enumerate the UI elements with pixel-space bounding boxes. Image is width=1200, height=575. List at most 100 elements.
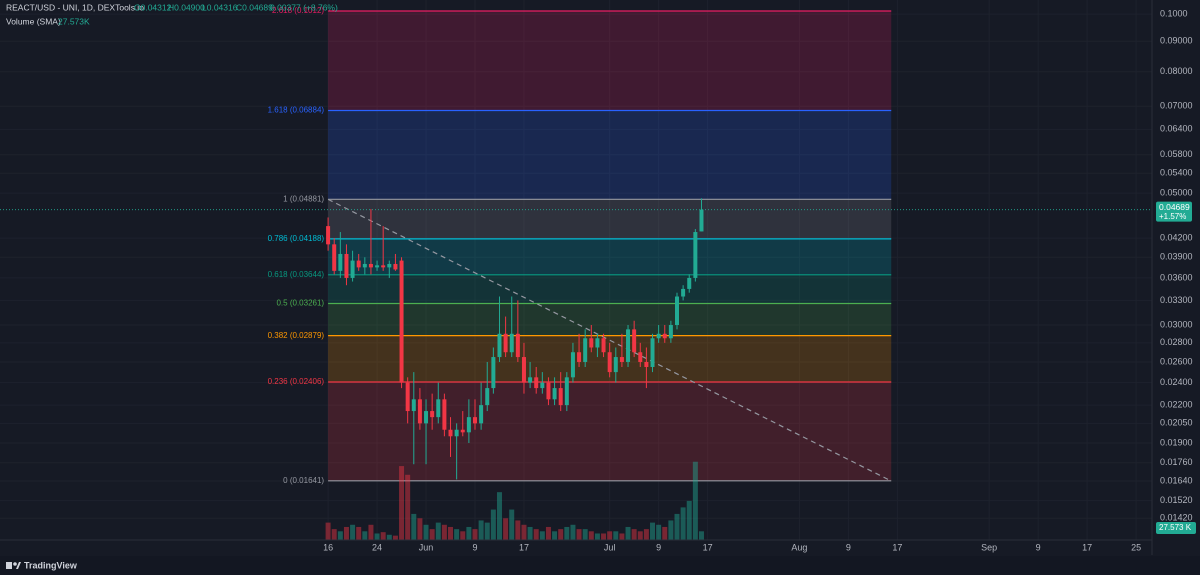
candle-body — [528, 377, 533, 383]
volume-bar — [362, 531, 368, 540]
y-tick-label: 0.01640 — [1160, 475, 1193, 485]
symbol-title: REACT/USD - UNI, 1D, DEXTools.io — [6, 2, 144, 12]
volume-bar — [686, 500, 692, 540]
candle-body — [430, 411, 435, 418]
last-price-label: 0.04689 — [1159, 202, 1190, 212]
y-tick-label: 0.08000 — [1160, 66, 1193, 76]
x-tick-label: 25 — [1131, 542, 1141, 552]
x-tick-label: 17 — [519, 542, 529, 552]
fib-band — [328, 303, 892, 336]
volume-bar — [570, 524, 576, 540]
y-tick-label: 0.03600 — [1160, 272, 1193, 282]
x-tick-label: 17 — [703, 542, 713, 552]
y-tick-label: 0.02050 — [1160, 418, 1193, 428]
brand: TradingView — [24, 560, 78, 570]
volume-badge-label: 27.573 K — [1159, 523, 1192, 532]
candle-body — [338, 253, 343, 271]
volume-bar — [698, 531, 704, 540]
volume-bar — [674, 513, 680, 540]
volume-bar — [668, 520, 674, 540]
volume-bar — [472, 529, 478, 540]
fib-level-label: 0.382 (0.02879) — [268, 331, 325, 340]
candle-body — [534, 377, 539, 389]
fib-level-label: 2.618 (0.1012) — [272, 6, 324, 15]
y-tick-label: 0.03000 — [1160, 319, 1193, 329]
volume-bar — [429, 529, 435, 540]
y-tick-label: 0.06400 — [1160, 124, 1193, 134]
volume-bar — [692, 461, 698, 540]
volume-bar — [454, 529, 460, 540]
candle-body — [552, 388, 557, 400]
candle-body — [638, 352, 643, 362]
candle-body — [687, 277, 692, 289]
volume-bar — [539, 531, 545, 540]
candle-body — [442, 399, 447, 430]
y-tick-label: 0.05400 — [1160, 168, 1193, 178]
volume-bar — [521, 524, 527, 540]
x-tick-label: 24 — [372, 542, 382, 552]
fib-level-label: 1.618 (0.06884) — [268, 106, 325, 115]
candle-body — [577, 352, 582, 362]
x-tick-label: Sep — [981, 542, 997, 552]
candle-body — [350, 260, 355, 278]
candle-body — [644, 361, 649, 367]
volume-bar — [350, 524, 356, 540]
candle-body — [497, 333, 502, 358]
volume-bar — [594, 533, 600, 540]
grid-layer — [0, 0, 1152, 540]
x-tick-label: 17 — [892, 542, 902, 552]
y-tick-label: 0.02200 — [1160, 399, 1193, 409]
fib-level-label: 0.618 (0.03644) — [268, 270, 325, 279]
candle-body — [570, 352, 575, 378]
x-tick-label: 9 — [472, 542, 477, 552]
x-tick-label: Aug — [791, 542, 807, 552]
volume-bar — [503, 518, 509, 540]
candle-body — [693, 232, 698, 278]
candle-body — [405, 382, 410, 412]
y-tick-label: 0.05000 — [1160, 187, 1193, 197]
volume-bar — [392, 535, 398, 540]
x-tick-label: 16 — [323, 542, 333, 552]
volume-bar — [374, 533, 380, 540]
volume-bar — [650, 522, 656, 540]
volume-bar — [423, 524, 429, 540]
volume-bar — [533, 529, 539, 540]
x-tick-label: 9 — [1036, 542, 1041, 552]
candle-body — [417, 399, 422, 424]
fib-level-label: 0 (0.01641) — [283, 476, 324, 485]
candle-body — [424, 411, 429, 424]
logo-part — [16, 562, 21, 569]
candle-layer — [326, 198, 704, 480]
footer-bar — [0, 556, 1200, 575]
volume-bar — [509, 509, 515, 540]
volume-bar — [448, 526, 454, 540]
volume-bar — [643, 529, 649, 540]
volume-bar — [399, 466, 405, 540]
volume-bar — [552, 531, 558, 540]
volume-bar — [386, 534, 392, 540]
candle-body — [607, 352, 612, 373]
candle-body — [540, 382, 545, 389]
last-change-label: +1.57% — [1159, 212, 1186, 221]
candle-body — [613, 357, 618, 373]
x-tick-label: Jul — [604, 542, 616, 552]
volume-bar — [619, 533, 625, 540]
y-tick-label: 0.02400 — [1160, 377, 1193, 387]
volume-bar — [545, 526, 551, 540]
volume-bar — [405, 474, 411, 540]
candle-body — [399, 260, 404, 383]
x-tick-label: 9 — [656, 542, 661, 552]
candle-body — [668, 325, 673, 339]
fib-band — [328, 110, 892, 200]
candle-body — [626, 329, 631, 362]
volume-bar — [625, 526, 631, 540]
volume-bar — [478, 520, 484, 540]
candle-body — [466, 417, 471, 433]
volume-bar — [356, 526, 362, 540]
y-tick-label: 0.01760 — [1160, 457, 1193, 467]
candle-body — [515, 333, 520, 358]
y-tick-label: 0.01900 — [1160, 437, 1193, 447]
x-tick-label: 17 — [1082, 542, 1092, 552]
y-tick-label: 0.03900 — [1160, 252, 1193, 262]
tradingview-logo — [6, 562, 21, 569]
